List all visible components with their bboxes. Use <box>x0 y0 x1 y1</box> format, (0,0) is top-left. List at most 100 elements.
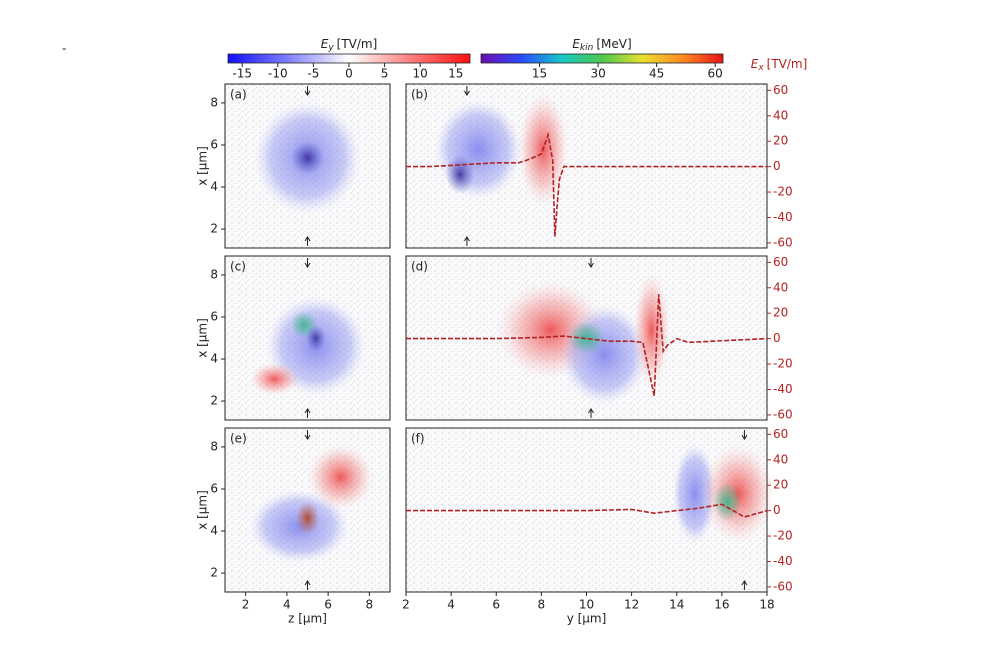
y-tick-label: 6 <box>210 309 218 323</box>
y2-tick-label: 40 <box>773 280 788 294</box>
colorbar-tick-label: 5 <box>381 67 389 81</box>
y2-tick-label: -20 <box>773 185 793 199</box>
label-symbol: E <box>572 37 580 51</box>
arrow-marker <box>588 258 594 268</box>
arrow-marker <box>588 408 594 418</box>
colorbar-tick-label: 10 <box>413 67 428 81</box>
particles <box>225 256 390 420</box>
colorbar-tick-label: 15 <box>448 67 463 81</box>
colorbar-tick-label: 0 <box>345 67 353 81</box>
axis-label: Ex [TV/m] <box>751 57 808 73</box>
panel-frame <box>224 427 391 593</box>
y2-tick-label: -60 <box>773 235 793 249</box>
y2-tick-label: 60 <box>773 255 788 269</box>
y2-tick-label: 0 <box>773 503 781 517</box>
y2-tick-label: -20 <box>773 529 793 543</box>
label-unit: [TV/m] <box>337 37 378 51</box>
panel-label: (d) <box>411 260 428 274</box>
y2-tick-label: -20 <box>773 357 793 371</box>
y2-tick-label: -40 <box>773 554 793 568</box>
y-tick-label: 8 <box>210 95 218 109</box>
arrow-marker <box>463 86 470 96</box>
panel-frame <box>224 255 391 421</box>
x-axis-label: z [µm] <box>288 612 327 626</box>
y-axis-label: x [µm] <box>196 490 210 530</box>
x-tick-label: 4 <box>447 598 455 612</box>
arrow-marker <box>304 580 311 590</box>
label-symbol: E <box>751 57 759 71</box>
y-axis-label: x [µm] <box>196 146 210 186</box>
y2-tick-label: 20 <box>773 306 788 320</box>
y-axis-label: x [µm] <box>196 318 210 358</box>
y2-tick-label: 60 <box>773 427 788 441</box>
y-tick-label: 6 <box>210 481 218 495</box>
y-tick-label: 2 <box>210 566 218 580</box>
panel-label: (c) <box>230 260 246 274</box>
label-subscript: x <box>757 63 764 73</box>
y2-tick-label: 20 <box>773 134 788 148</box>
y2-tick-label: 60 <box>773 83 788 97</box>
colorbar-tick-label: -15 <box>232 67 252 81</box>
colorbar-tick-label: 45 <box>649 67 664 81</box>
particles <box>406 256 767 420</box>
particles <box>225 84 390 248</box>
arrow-marker <box>304 236 311 246</box>
arrow-marker <box>741 430 748 440</box>
panel-label: (f) <box>411 432 425 446</box>
x-tick-label: 16 <box>714 598 729 612</box>
panel-label: (e) <box>230 432 247 446</box>
y2-tick-label: 40 <box>773 452 788 466</box>
x-tick-label: 8 <box>366 598 374 612</box>
y-tick-label: 2 <box>210 222 218 236</box>
y2-tick-label: 40 <box>773 108 788 122</box>
colorbar-tick-label: 30 <box>590 67 605 81</box>
y-tick-label: 8 <box>210 267 218 281</box>
y2-tick-label: -60 <box>773 579 793 593</box>
y2-tick-label: -40 <box>773 382 793 396</box>
corner-mark: - <box>62 42 66 56</box>
colorbar <box>227 53 471 64</box>
label-unit: [MeV] <box>596 37 631 51</box>
arrow-marker <box>304 258 311 268</box>
y-tick-label: 4 <box>210 352 218 366</box>
panel-label: (b) <box>411 88 428 102</box>
x-tick-label: 10 <box>579 598 594 612</box>
x-tick-label: 4 <box>283 598 291 612</box>
x-tick-label: 18 <box>759 598 774 612</box>
colorbar-tick-label: 15 <box>532 67 547 81</box>
colorbar-tick-label: -10 <box>268 67 288 81</box>
label-unit: [TV/m] <box>767 57 808 71</box>
arrow-marker <box>463 236 470 246</box>
x-tick-label: 6 <box>492 598 500 612</box>
colorbar <box>480 53 724 64</box>
ex-lineout <box>406 294 768 396</box>
x-tick-label: 2 <box>242 598 250 612</box>
label-subscript: kin <box>580 43 594 53</box>
ex-lineout <box>406 503 768 518</box>
x-tick-label: 12 <box>624 598 639 612</box>
panel-label: (a) <box>230 88 247 102</box>
y-tick-label: 2 <box>210 394 218 408</box>
y2-tick-label: -40 <box>773 210 793 224</box>
arrow-marker <box>304 430 311 440</box>
arrow-marker <box>741 580 748 590</box>
arrow-marker <box>304 86 311 96</box>
colorbar-tick-label: -5 <box>307 67 319 81</box>
particles <box>225 428 390 592</box>
particles <box>406 428 767 592</box>
axis-label: Ey [TV/m] <box>321 37 378 53</box>
ex-lineout <box>406 131 767 237</box>
x-tick-label: 2 <box>402 598 410 612</box>
y-tick-label: 6 <box>210 137 218 151</box>
colorbar-tick-label: 60 <box>708 67 723 81</box>
x-tick-label: 8 <box>538 598 546 612</box>
label-symbol: E <box>321 37 329 51</box>
axis-label: Ekin [MeV] <box>572 37 631 53</box>
y2-tick-label: 0 <box>773 331 781 345</box>
x-tick-label: 14 <box>669 598 684 612</box>
y2-tick-label: -60 <box>773 407 793 421</box>
y2-tick-label: 20 <box>773 478 788 492</box>
x-tick-label: 6 <box>324 598 332 612</box>
y-tick-label: 4 <box>210 524 218 538</box>
